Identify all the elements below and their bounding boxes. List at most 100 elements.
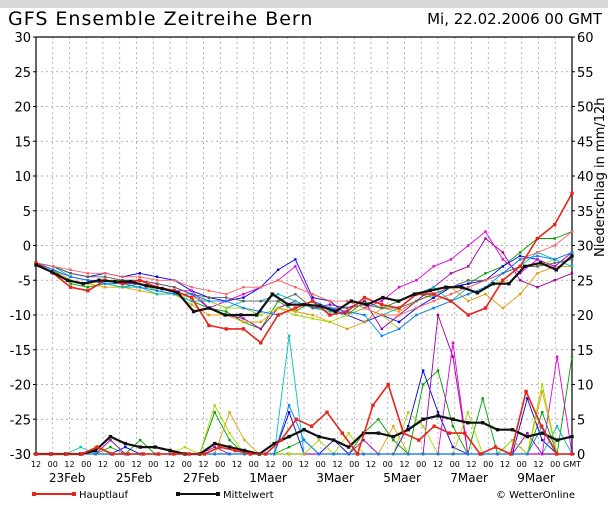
series-point [224,292,228,296]
top-bar [0,0,608,8]
run-datetime: Mi, 22.02.2006 00 GMT [427,10,602,28]
series-point [371,403,375,408]
right-tick-label: 20 [577,309,594,324]
series-point [241,327,246,331]
series-point [380,302,384,307]
series-point [536,251,539,254]
series-point [191,309,196,314]
series-point [228,452,231,456]
series-point [190,303,193,306]
series-point [259,327,262,331]
right-tick-label: 5 [577,413,585,428]
series-point [259,320,262,324]
series-point [52,265,55,268]
series-point [328,306,332,310]
series-point [481,397,484,400]
right-tick-label: 50 [577,101,594,116]
series-group [34,191,574,456]
series-point [212,441,217,446]
series-point [309,424,314,428]
series-point [294,292,297,296]
series-point [397,310,401,313]
series-point [536,286,539,289]
series-point [535,236,540,241]
series-point [570,191,574,196]
series-point [80,452,84,456]
series-point [466,452,469,456]
series-point [242,286,245,289]
series-point [155,279,159,282]
series-point [491,282,495,286]
series-point [255,313,259,317]
series-point [526,452,529,456]
series-point [155,275,159,278]
series-point [554,268,558,272]
left-tick-label: -15 [10,344,31,359]
x-day-label: 1Maer [249,471,287,485]
series-point [144,284,149,288]
series-point [190,292,193,296]
series-point [540,431,544,435]
series-point [480,421,485,425]
series-point [501,265,505,268]
series-point [176,291,180,295]
series-point [155,292,159,296]
series-point [467,244,470,247]
series-point [183,445,187,449]
x-hour-label: 12 [265,460,275,469]
series-point [436,452,440,456]
series-point [553,244,556,247]
legend-mittelwert-label: Mittelwert [223,490,274,501]
series-point [69,268,72,272]
series-point [481,452,484,456]
legend-hauptlauf-marker [72,492,76,496]
series-point [224,296,228,299]
series-point [34,452,38,456]
x-hour-label: 00 [215,460,225,469]
series-point [355,452,360,456]
series-point [109,452,112,456]
series-point [466,421,470,425]
right-tick-label: 0 [577,448,585,463]
x-hour-label: 00 [349,460,359,469]
series-point [332,452,335,456]
right-tick-label: 55 [577,66,594,81]
series-line [35,262,572,330]
series-point [436,313,440,317]
series-point [377,418,380,421]
series-point [484,230,487,233]
series-point [496,452,499,456]
series-point [346,313,349,317]
series-point [302,438,306,442]
series-point [523,264,527,269]
series-point [310,299,315,303]
series-point [484,279,487,282]
right-tick-label: 10 [577,379,594,394]
x-hour-label: 12 [31,460,41,469]
series-point [466,411,469,414]
series-point [376,431,381,435]
series-point [328,310,332,313]
series-point [401,431,406,435]
series-point [397,306,401,310]
series-point [138,289,141,292]
legend-hauptlauf-label: Hauptlauf [79,490,128,501]
series-point [432,265,435,268]
series-point [287,411,291,414]
series-point [484,272,487,275]
series-point [396,299,401,303]
series-point [397,320,401,324]
series-point [109,445,112,449]
series-point [121,286,124,289]
series-point [340,431,344,435]
x-hour-label: 12 [332,460,342,469]
series-point [347,431,350,435]
series-point [121,275,124,278]
series-point [95,445,99,449]
series-point [362,438,365,442]
series-point [34,263,38,267]
series-point [34,261,38,265]
series-point [484,292,487,296]
series-point [541,452,544,456]
